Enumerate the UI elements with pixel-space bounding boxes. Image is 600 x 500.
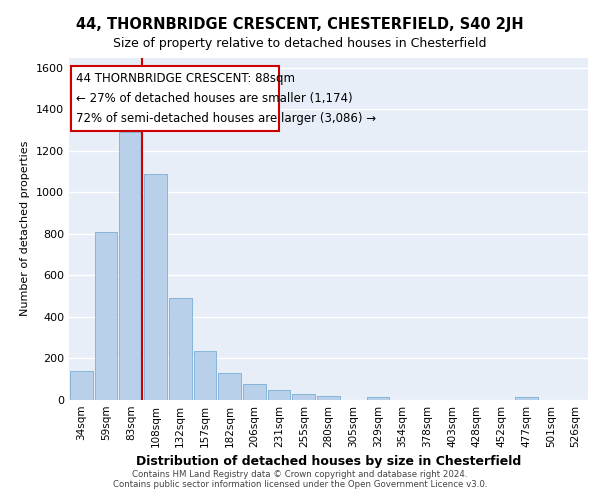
Bar	[292, 394, 315, 400]
Bar	[169, 298, 191, 400]
Y-axis label: Number of detached properties: Number of detached properties	[20, 141, 31, 316]
Text: 44 THORNBRIDGE CRESCENT: 88sqm: 44 THORNBRIDGE CRESCENT: 88sqm	[76, 72, 295, 85]
FancyBboxPatch shape	[71, 66, 279, 131]
Text: Size of property relative to detached houses in Chesterfield: Size of property relative to detached ho…	[113, 38, 487, 51]
Bar	[119, 132, 142, 400]
Text: 72% of semi-detached houses are larger (3,086) →: 72% of semi-detached houses are larger (…	[76, 112, 376, 124]
Text: Contains HM Land Registry data © Crown copyright and database right 2024.
Contai: Contains HM Land Registry data © Crown c…	[113, 470, 487, 489]
Bar	[367, 397, 389, 400]
Bar	[95, 232, 118, 400]
Bar	[70, 371, 93, 400]
Bar	[243, 384, 266, 400]
Bar	[194, 351, 216, 400]
Bar	[218, 373, 241, 400]
X-axis label: Distribution of detached houses by size in Chesterfield: Distribution of detached houses by size …	[136, 456, 521, 468]
Text: ← 27% of detached houses are smaller (1,174): ← 27% of detached houses are smaller (1,…	[76, 92, 353, 105]
Bar	[515, 397, 538, 400]
Text: 44, THORNBRIDGE CRESCENT, CHESTERFIELD, S40 2JH: 44, THORNBRIDGE CRESCENT, CHESTERFIELD, …	[76, 18, 524, 32]
Bar	[268, 390, 290, 400]
Bar	[144, 174, 167, 400]
Bar	[317, 396, 340, 400]
